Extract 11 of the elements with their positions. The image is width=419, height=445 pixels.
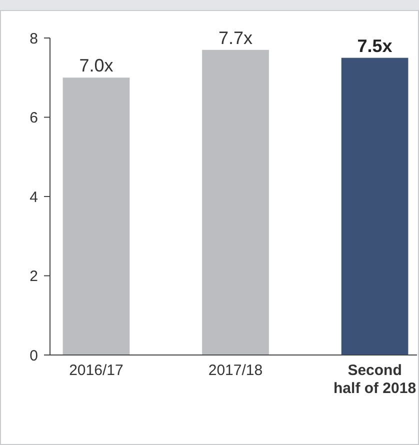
- y-tick-label: 6: [30, 110, 38, 126]
- x-tick-label: Second half of 2018: [334, 362, 416, 397]
- data-label: 7.5x: [357, 36, 392, 56]
- y-tick-label: 4: [30, 188, 38, 206]
- x-tick-label: 2016/17: [69, 362, 124, 379]
- x-tick-label: 2017/18: [208, 362, 263, 379]
- y-tick-label: 8: [30, 30, 38, 48]
- data-label: 7.7x: [218, 28, 253, 48]
- y-tick-label: 2: [30, 268, 38, 285]
- data-label: 7.0x: [79, 56, 114, 76]
- y-tick-label: 0: [30, 347, 38, 364]
